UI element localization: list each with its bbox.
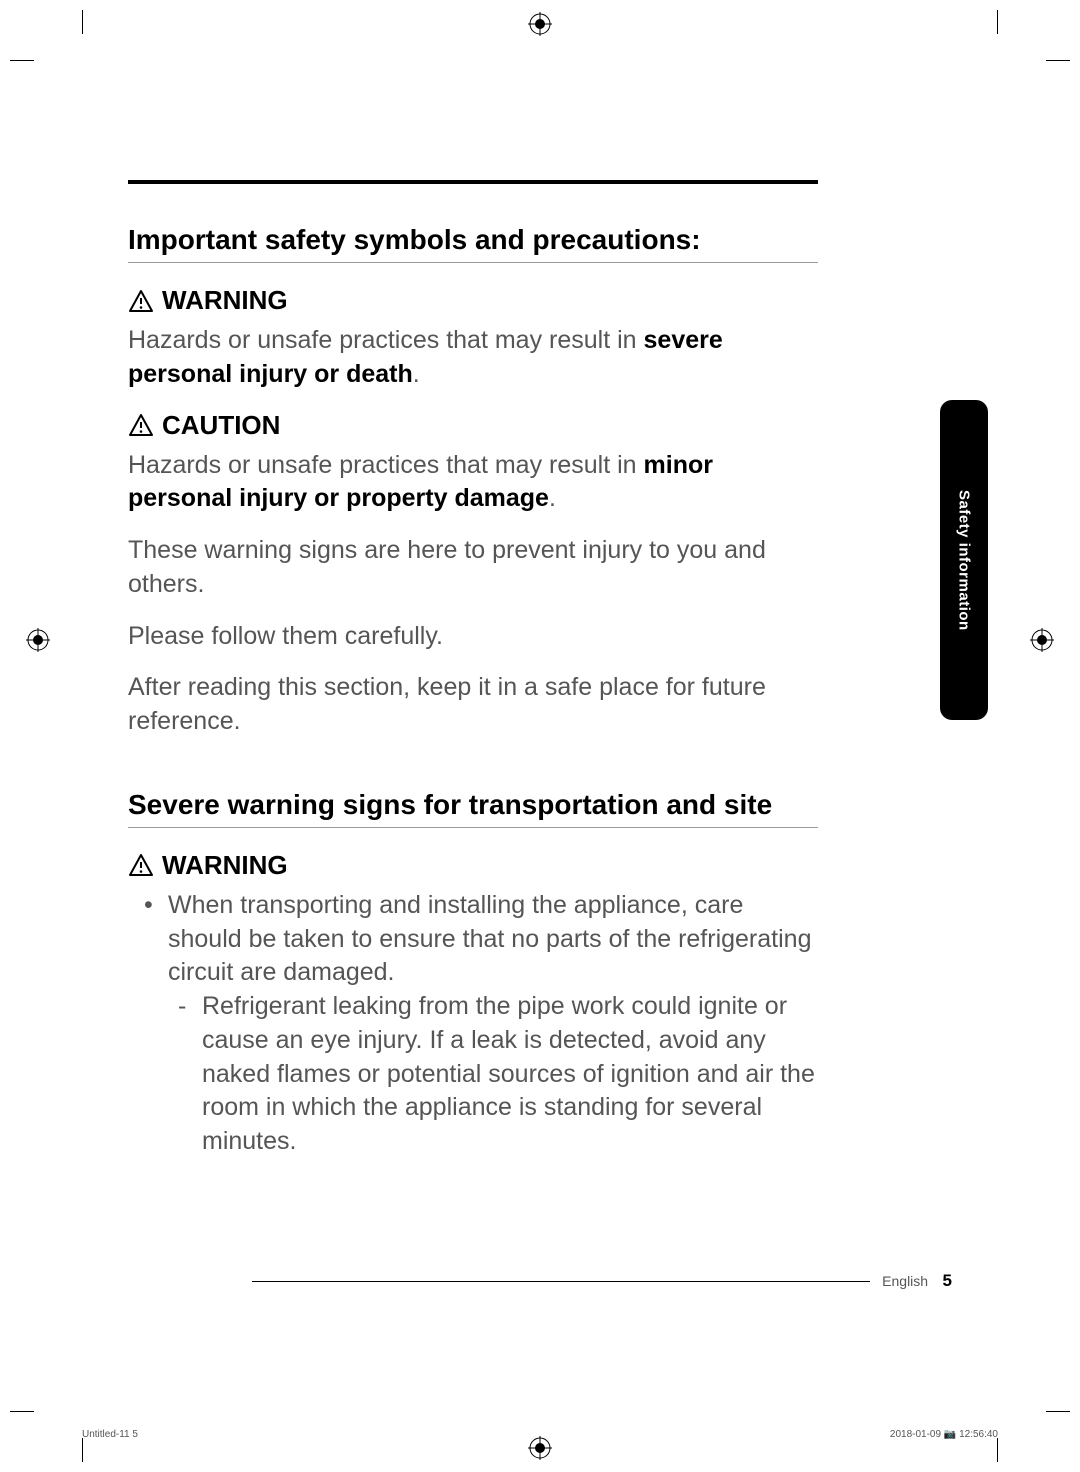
section-title: Important safety symbols and precautions… (128, 224, 818, 256)
text-prefix: Hazards or unsafe practices that may res… (128, 451, 644, 479)
body-paragraph: Please follow them carefully. (128, 620, 818, 654)
warning-header: WARNING (128, 850, 818, 881)
caution-label: CAUTION (162, 410, 280, 441)
list-item-text: When transporting and installing the app… (168, 891, 811, 987)
body-paragraph: These warning signs are here to prevent … (128, 534, 818, 602)
crop-mark (82, 10, 83, 34)
warning-triangle-icon (128, 853, 154, 877)
registration-mark-icon (528, 12, 552, 36)
list-item: When transporting and installing the app… (168, 889, 818, 1159)
registration-mark-icon (1030, 628, 1054, 652)
bullet-list: When transporting and installing the app… (128, 889, 818, 1159)
page-number: 5 (943, 1271, 952, 1290)
crop-mark (10, 1411, 34, 1412)
crop-mark (82, 1438, 83, 1462)
footer-line: English 5 (252, 1281, 952, 1282)
warning-text: Hazards or unsafe practices that may res… (128, 324, 818, 392)
section-title: Severe warning signs for transportation … (128, 789, 818, 821)
caution-text: Hazards or unsafe practices that may res… (128, 449, 818, 517)
dash-list: Refrigerant leaking from the pipe work c… (168, 990, 818, 1159)
list-item: Refrigerant leaking from the pipe work c… (202, 990, 818, 1159)
crop-mark (997, 1438, 998, 1462)
warning-triangle-icon (128, 413, 154, 437)
sidebar-tab: Safety information (940, 400, 988, 720)
registration-mark-icon (528, 1436, 552, 1460)
body-paragraph: After reading this section, keep it in a… (128, 671, 818, 739)
caution-header: CAUTION (128, 410, 818, 441)
divider (128, 180, 818, 184)
crop-mark (1046, 60, 1070, 61)
crop-mark (1046, 1411, 1070, 1412)
print-info-right: 2018-01-09 📷 12:56:40 (890, 1429, 998, 1440)
text-suffix: . (549, 484, 556, 512)
registration-mark-icon (26, 628, 50, 652)
section-underline (128, 262, 818, 263)
section-underline (128, 827, 818, 828)
warning-label: WARNING (162, 850, 288, 881)
warning-label: WARNING (162, 285, 288, 316)
page-footer: English 5 (252, 1281, 952, 1282)
page-content: Important safety symbols and precautions… (128, 180, 818, 1165)
language-label: English (882, 1273, 928, 1289)
text-prefix: Hazards or unsafe practices that may res… (128, 326, 644, 354)
warning-triangle-icon (128, 289, 154, 313)
text-suffix: . (413, 360, 420, 388)
print-info-left: Untitled-11 5 (82, 1429, 138, 1440)
crop-mark (997, 10, 998, 34)
warning-header: WARNING (128, 285, 818, 316)
crop-mark (10, 60, 34, 61)
sidebar-tab-label: Safety information (956, 490, 973, 631)
list-item-text: Refrigerant leaking from the pipe work c… (202, 992, 815, 1155)
footer-text: English 5 (870, 1271, 952, 1291)
